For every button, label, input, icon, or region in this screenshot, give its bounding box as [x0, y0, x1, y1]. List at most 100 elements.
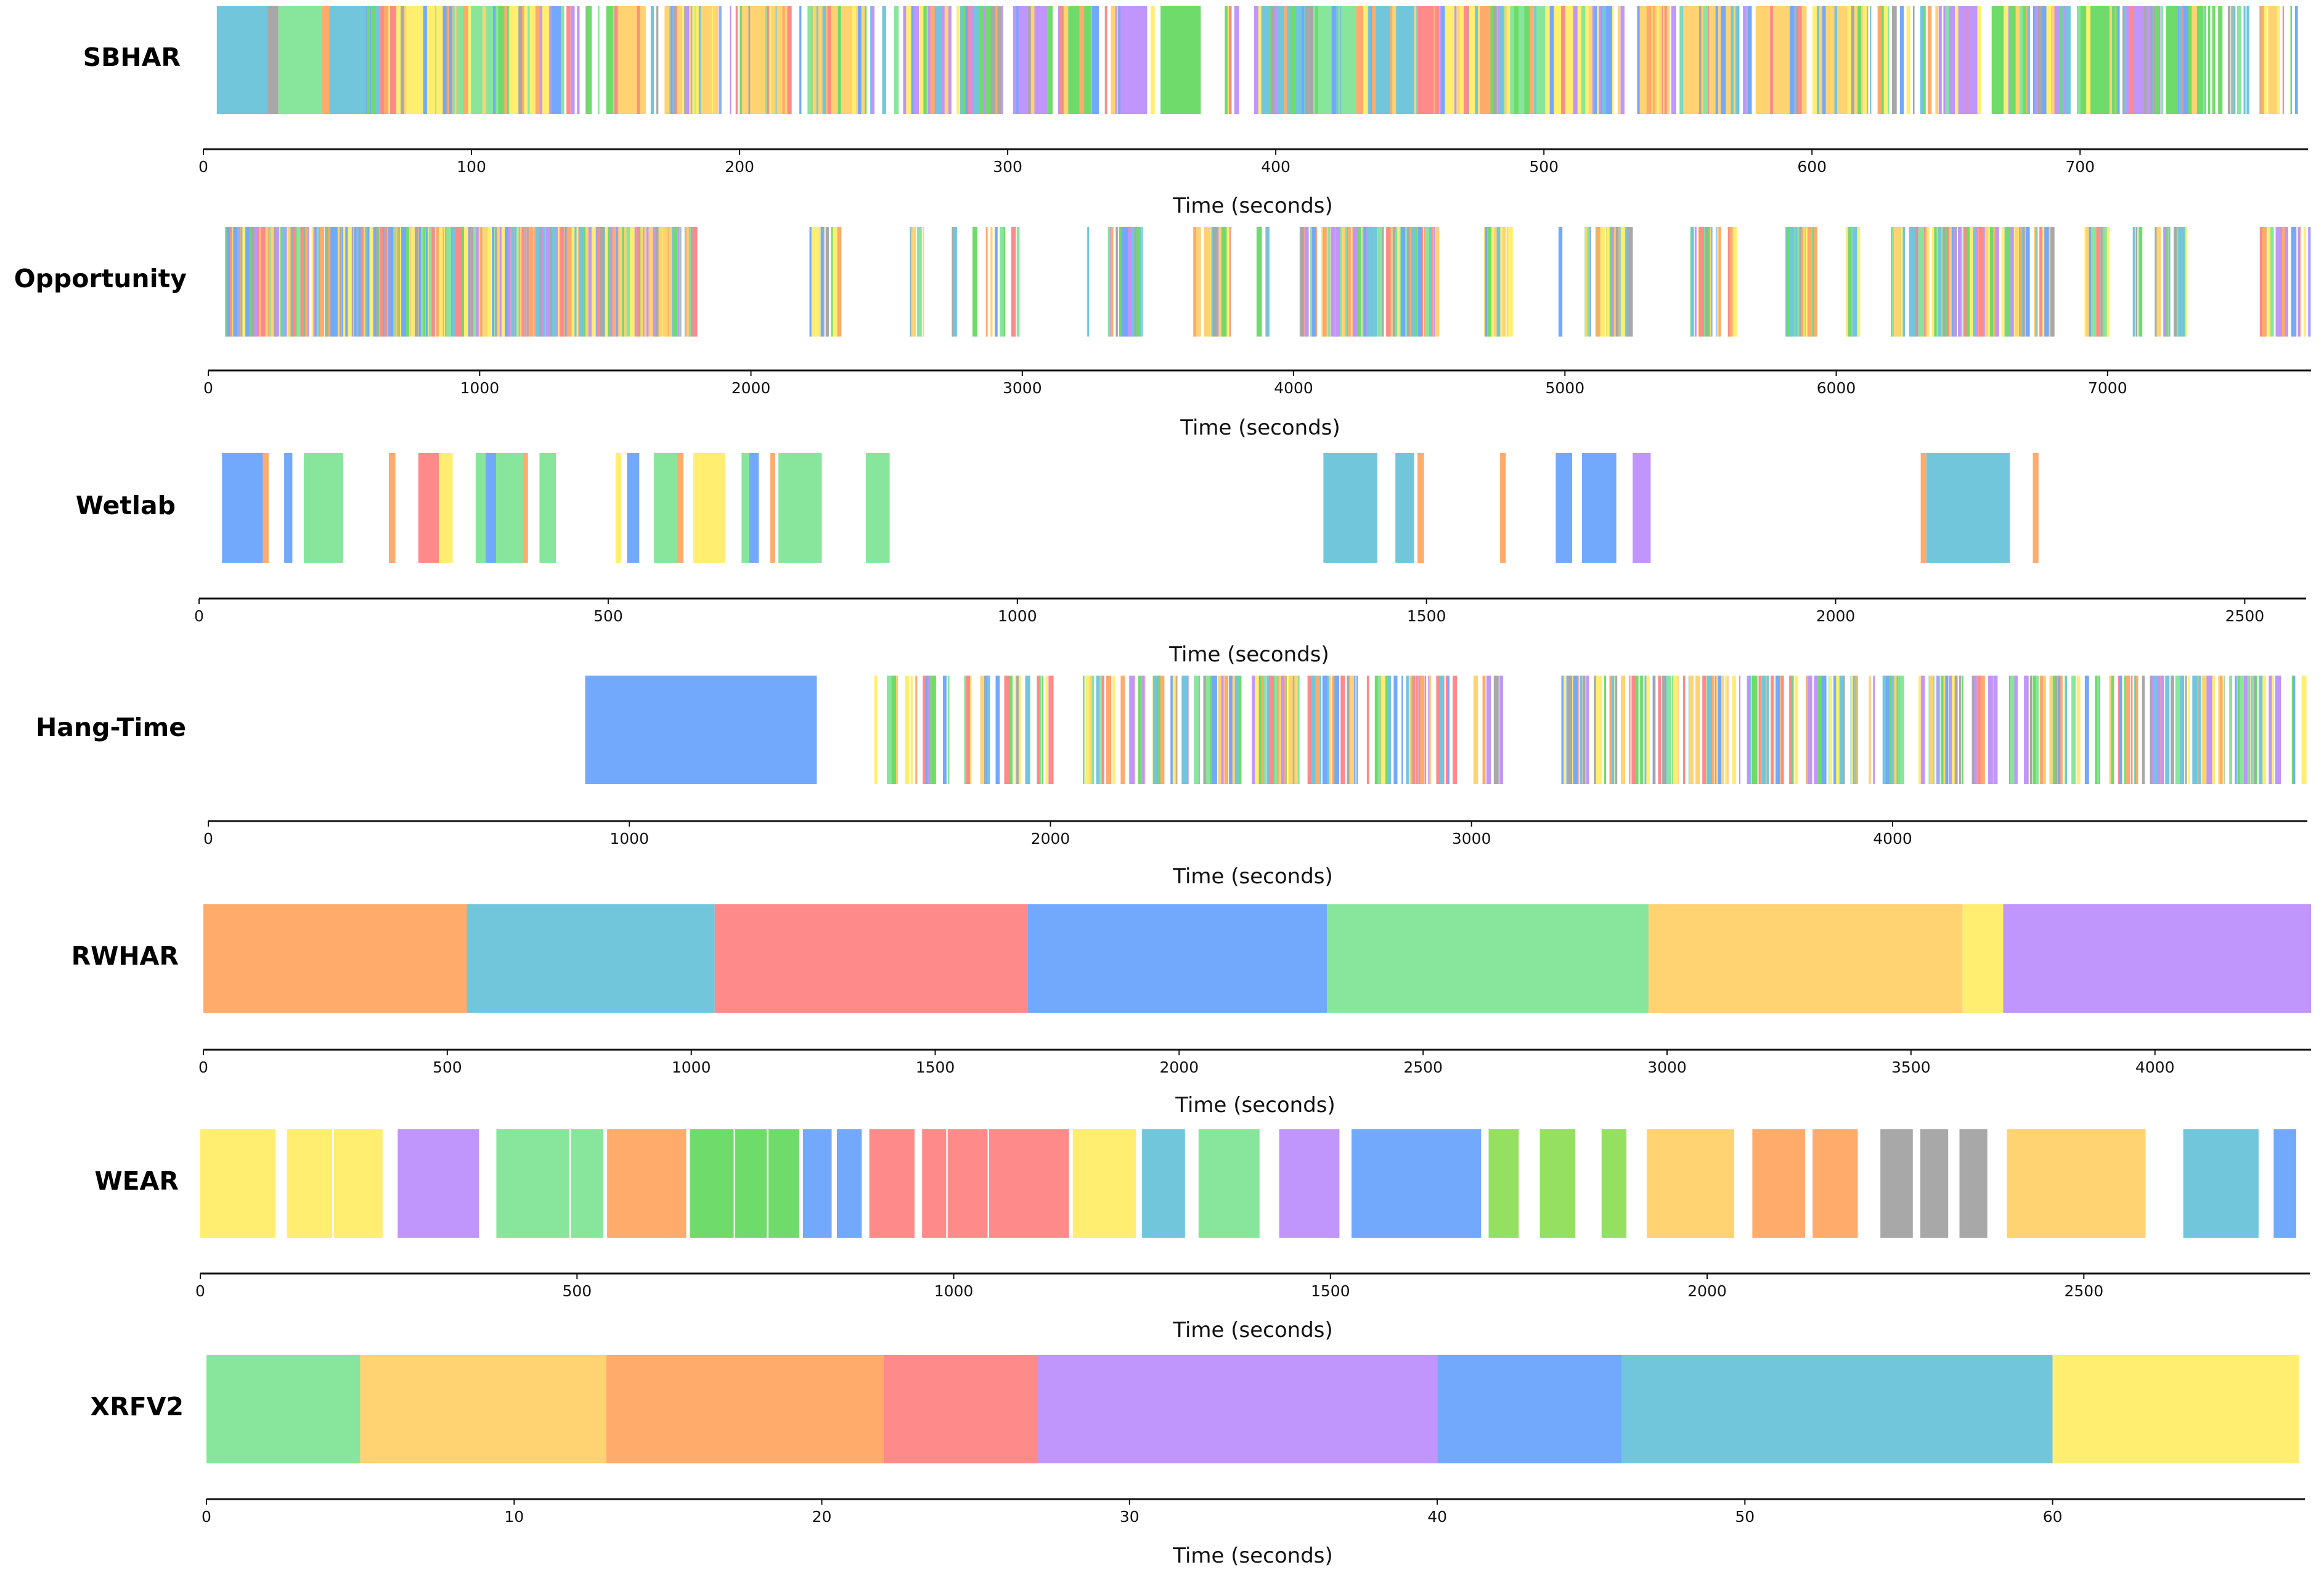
wear-activity-bar: [690, 1129, 734, 1238]
wetlab-activity-bar: [439, 453, 453, 563]
xrfv2-activity-bars: [206, 1355, 2299, 1463]
sbhar-activity-bar: [2187, 6, 2191, 114]
hang-time-activity-bar: [1424, 676, 1427, 784]
opportunity-activity-bar: [1995, 227, 1999, 337]
opportunity-activity-bar: [1584, 227, 1589, 337]
sbhar-activity-bar: [2275, 6, 2280, 114]
opportunity-activity-bar: [1938, 227, 1941, 337]
opportunity-activity-bar: [2294, 227, 2297, 337]
sbhar-activity-bar: [1620, 6, 1625, 114]
rwhar-activity-bar: [1962, 904, 2004, 1013]
opportunity-activity-bar: [2049, 227, 2055, 337]
opportunity-activity-bar: [1346, 227, 1351, 337]
opportunity-activity-bar: [452, 227, 457, 337]
opportunity-activity-bar: [1931, 227, 1936, 337]
sbhar-activity-bar: [1971, 6, 1976, 114]
wetlab-tick-label: 500: [593, 607, 623, 625]
opportunity-activity-bar: [1952, 227, 1957, 337]
sbhar-activity-bar: [1234, 6, 1239, 114]
opportunity-activity-bar: [1491, 227, 1495, 337]
sbhar-activity-bar: [1417, 6, 1434, 114]
opportunity-activity-bar: [652, 227, 656, 337]
opportunity-activity-bar: [1596, 227, 1602, 337]
hang-time-activity-bar: [2301, 676, 2307, 784]
opportunity-activity-bar: [1496, 227, 1498, 337]
sbhar-activity-bar: [1302, 6, 1304, 114]
rwhar-tick-label: 3500: [1891, 1058, 1931, 1076]
hang-time-activity-bar: [947, 676, 950, 784]
sbhar-activity-bar: [1370, 6, 1372, 114]
opportunity-activity-bar: [837, 227, 841, 337]
opportunity-activity-bar: [2166, 227, 2168, 337]
sbhar-activity-bar: [1541, 6, 1547, 114]
opportunity-activity-bar: [290, 227, 295, 337]
hang-time-activity-bar: [1194, 676, 1199, 784]
opportunity-activity-bar: [1141, 227, 1143, 337]
hang-time-activity-bar: [1665, 676, 1666, 784]
opportunity-activity-bar: [348, 227, 352, 337]
sbhar-activity-bar: [894, 6, 899, 114]
opportunity-activity-bar: [1984, 227, 1989, 337]
opportunity-activity-bar: [492, 227, 497, 337]
sbhar-activity-bar: [1743, 6, 1747, 114]
hang-time-activity-bar: [2042, 676, 2046, 784]
sbhar-activity-bar: [730, 6, 732, 114]
hang-time-activity-bar: [1322, 676, 1326, 784]
hang-time-activity-bar: [2135, 676, 2138, 784]
hang-time-activity-bar: [1711, 676, 1714, 784]
opportunity-activity-bar: [1268, 227, 1271, 337]
wear-activity-bar: [1142, 1129, 1185, 1238]
sbhar-activity-bar: [1851, 6, 1854, 114]
sbhar-activity-bar: [2264, 6, 2267, 114]
opportunity-activity-bar: [668, 227, 672, 337]
wetlab-activity-bar: [615, 453, 622, 563]
hang-time-activity-bar: [1436, 676, 1440, 784]
sbhar-activity-bar: [384, 6, 389, 114]
opportunity-activity-bar: [406, 227, 409, 337]
row-label-sbhar: SBHAR: [83, 43, 181, 72]
opportunity-activity-bar: [1949, 227, 1952, 337]
opportunity-activity-bar: [293, 227, 296, 337]
sbhar-activity-bar: [1225, 6, 1228, 114]
opportunity-activity-bar: [1801, 227, 1803, 337]
hang-time-activity-bar: [2276, 676, 2281, 784]
wear-activity-bar: [922, 1129, 947, 1238]
hang-time-activity-bar: [1274, 676, 1278, 784]
wear-activity-bar: [1072, 1129, 1136, 1238]
sbhar-activity-bar: [944, 6, 948, 114]
sbhar-activity-bar: [1652, 6, 1653, 114]
hang-time-activity-bar: [2291, 676, 2294, 784]
hang-time-activity-bar: [2212, 676, 2216, 784]
sbhar-activity-bar: [1683, 6, 1686, 114]
sbhar-activity-bar: [930, 6, 935, 114]
hang-time-activity-bar: [2275, 676, 2277, 784]
opportunity-activity-bar: [1945, 227, 1948, 337]
opportunity-activity-bar: [2292, 227, 2296, 337]
sbhar-activity-bar: [1048, 6, 1053, 114]
opportunity-activity-bar: [592, 227, 596, 337]
hang-time-activity-bar: [1695, 676, 1700, 784]
opportunity-activity-bar: [972, 227, 977, 337]
wetlab-activity-bar: [1323, 453, 1377, 563]
opportunity-activity-bar: [1363, 227, 1366, 337]
wetlab-tick-label: 0: [194, 607, 204, 625]
hang-time-activity-bar: [1453, 676, 1457, 784]
hang-time-activity-bar: [1297, 676, 1300, 784]
hang-time-activity-bar: [1284, 676, 1287, 784]
opportunity-activity-bar: [414, 227, 419, 337]
opportunity-activity-bar: [1207, 227, 1212, 337]
opportunity-activity-bar: [1115, 227, 1118, 337]
opportunity-activity-bar: [1390, 227, 1395, 337]
opportunity-activity-bar: [1331, 227, 1335, 337]
wetlab-activity-bar: [389, 453, 396, 563]
opportunity-activity-bar: [1435, 227, 1438, 337]
sbhar-activity-bar: [984, 6, 986, 114]
hang-time-activity-bar: [2188, 676, 2190, 784]
opportunity-activity-bar: [457, 227, 462, 337]
opportunity-tick-label: 0: [203, 379, 213, 397]
sbhar-activity-bar: [1822, 6, 1826, 114]
hang-time-activity-bar: [1138, 676, 1141, 784]
sbhar-activity-bar: [2020, 6, 2023, 114]
sbhar-activity-bar: [1514, 6, 1519, 114]
sbhar-activity-bar: [772, 6, 776, 114]
